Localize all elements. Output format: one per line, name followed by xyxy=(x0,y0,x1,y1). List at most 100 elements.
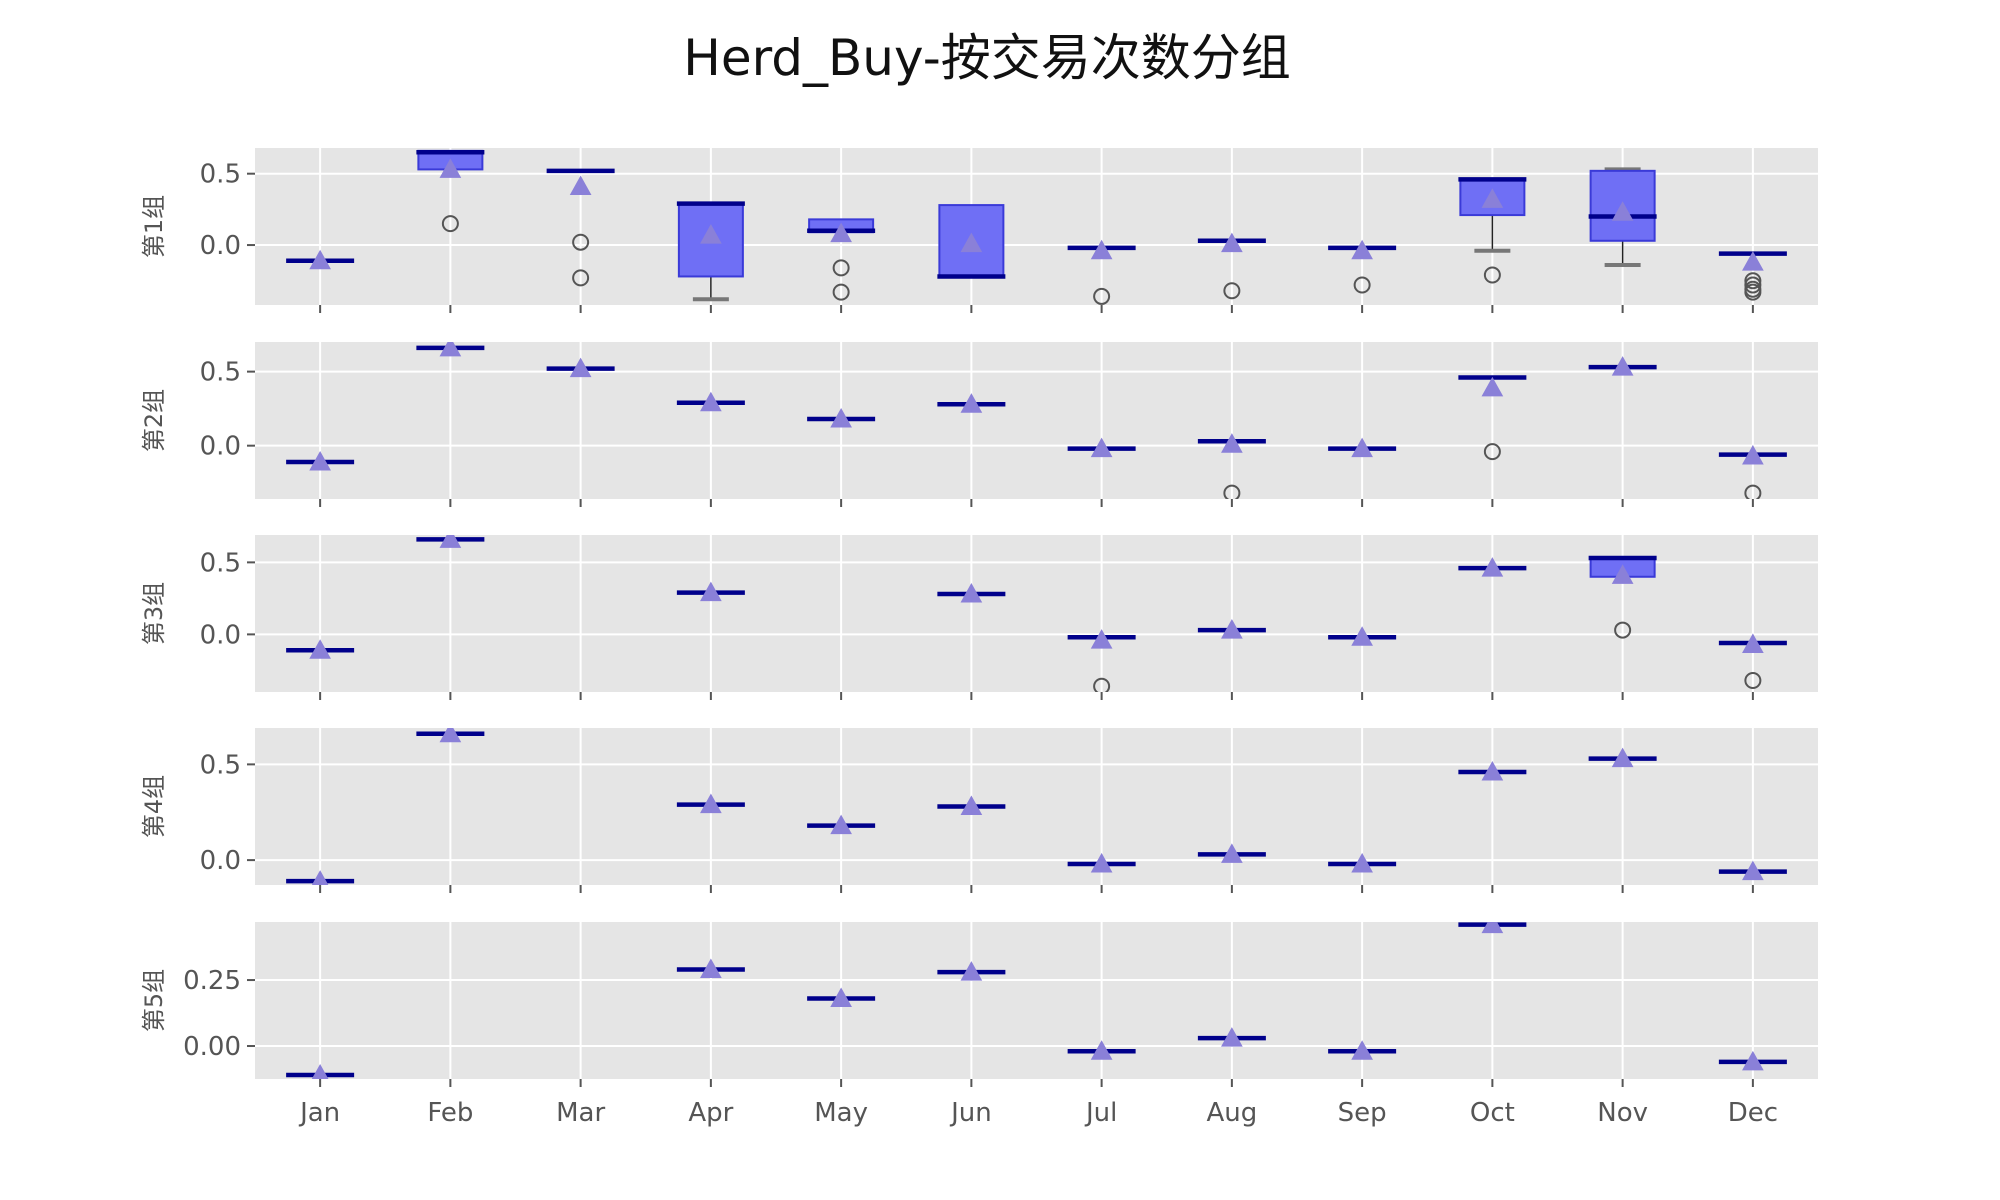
mean-marker xyxy=(1351,626,1373,646)
box-feb xyxy=(416,728,485,743)
chart-title: Herd_Buy-按交易次数分组 xyxy=(683,29,1291,87)
mean-marker xyxy=(830,814,852,835)
box-oct xyxy=(1458,375,1527,461)
mean-marker xyxy=(1742,445,1764,465)
mean-marker xyxy=(1221,843,1243,863)
x-tick-label: Mar xyxy=(556,1098,605,1128)
box-oct xyxy=(1458,922,1527,934)
box-apr xyxy=(676,201,745,302)
mean-marker xyxy=(569,175,592,196)
mean-marker xyxy=(700,391,722,412)
box-jan xyxy=(286,639,355,659)
outlier-point xyxy=(1223,484,1241,499)
mean-marker xyxy=(1611,201,1634,221)
x-tick-label: Dec xyxy=(1728,1098,1778,1128)
mean-marker xyxy=(1090,437,1113,458)
y-tick-label: 0.0 xyxy=(200,432,241,462)
box-jul xyxy=(1067,852,1136,873)
panel-2: 0.5 0.0 第2组 xyxy=(140,342,1818,507)
mean-marker xyxy=(830,222,852,243)
mean-marker xyxy=(1742,1050,1764,1071)
box-may xyxy=(807,407,876,428)
box-mar xyxy=(546,168,615,287)
box-dec xyxy=(1718,251,1787,301)
box-aug xyxy=(1197,433,1266,499)
box-may xyxy=(807,987,876,1008)
box-feb xyxy=(416,535,485,548)
box-mar xyxy=(546,357,615,378)
box-apr xyxy=(676,793,745,814)
box-apr xyxy=(676,581,745,602)
box-nov xyxy=(1588,555,1657,639)
y-tick-label: 0.0 xyxy=(200,620,241,650)
y-tick-label: 0.0 xyxy=(200,231,241,261)
box-apr xyxy=(676,958,745,978)
box-jan xyxy=(286,450,355,471)
box-jun xyxy=(937,204,1006,279)
mean-marker xyxy=(1221,1027,1243,1047)
box-apr xyxy=(676,391,745,412)
panel-marks xyxy=(286,728,1787,885)
y-tick-label: 0.5 xyxy=(200,750,241,780)
box-oct xyxy=(1458,761,1527,781)
mean-marker xyxy=(960,232,983,253)
mean-marker xyxy=(439,728,462,743)
panel-marks xyxy=(286,149,1787,305)
y-axis-label: 第2组 xyxy=(140,389,168,452)
mean-marker xyxy=(1221,232,1243,253)
outlier-point xyxy=(1353,276,1371,294)
y-tick-label: 0.25 xyxy=(183,966,241,996)
box-nov xyxy=(1588,167,1657,268)
outlier-point xyxy=(1483,443,1501,461)
box-may xyxy=(807,814,876,835)
box-jun xyxy=(937,961,1006,981)
mean-marker xyxy=(960,393,983,413)
box-feb xyxy=(416,149,485,233)
x-tick-label: May xyxy=(814,1098,868,1128)
y-axis-label: 第4组 xyxy=(140,775,168,838)
box-sep xyxy=(1328,239,1397,294)
panel-marks xyxy=(286,342,1787,499)
mean-marker xyxy=(700,793,722,814)
y-axis-label: 第3组 xyxy=(140,582,168,645)
mean-marker xyxy=(830,407,852,428)
box-aug xyxy=(1197,843,1266,863)
box-jan xyxy=(286,249,355,270)
x-tick-label: Jan xyxy=(298,1098,340,1128)
mean-marker xyxy=(1090,629,1113,649)
panel-3: 0.5 0.0 第3组 xyxy=(140,535,1818,700)
outlier-point xyxy=(441,215,459,233)
mean-marker xyxy=(1611,747,1634,768)
box-aug xyxy=(1197,232,1266,300)
outlier-point xyxy=(572,269,590,287)
box-feb xyxy=(416,342,485,357)
mean-marker xyxy=(439,535,462,548)
mean-marker xyxy=(309,639,331,659)
outlier-point xyxy=(1614,621,1632,639)
mean-marker xyxy=(1481,761,1504,781)
x-tick-label: Nov xyxy=(1597,1098,1648,1128)
x-tick-label: Jul xyxy=(1084,1098,1117,1128)
plot-background xyxy=(255,728,1818,885)
outlier-point xyxy=(1483,266,1501,284)
box-dec xyxy=(1718,633,1787,689)
box-oct xyxy=(1458,177,1527,284)
panel-1: 0.5 0.0 第1组 xyxy=(140,148,1818,313)
mean-marker xyxy=(1351,852,1373,873)
x-tick-label: Oct xyxy=(1470,1098,1515,1128)
panel-5: 0.25 0.00 第5组 xyxy=(140,922,1818,1087)
y-tick-label: 0.00 xyxy=(183,1032,241,1062)
x-tick-label: Apr xyxy=(688,1098,733,1128)
mean-marker xyxy=(311,1064,329,1079)
outlier-point xyxy=(832,259,850,277)
plot-background xyxy=(255,922,1818,1079)
outlier-point xyxy=(1093,677,1111,692)
outlier-point xyxy=(832,283,850,301)
box-oct xyxy=(1458,557,1527,577)
mean-marker xyxy=(439,158,462,178)
box-dec xyxy=(1718,445,1787,499)
box-jul xyxy=(1067,629,1136,692)
y-tick-label: 0.5 xyxy=(200,548,241,578)
outlier-point xyxy=(1744,272,1762,290)
mean-marker xyxy=(311,870,329,885)
